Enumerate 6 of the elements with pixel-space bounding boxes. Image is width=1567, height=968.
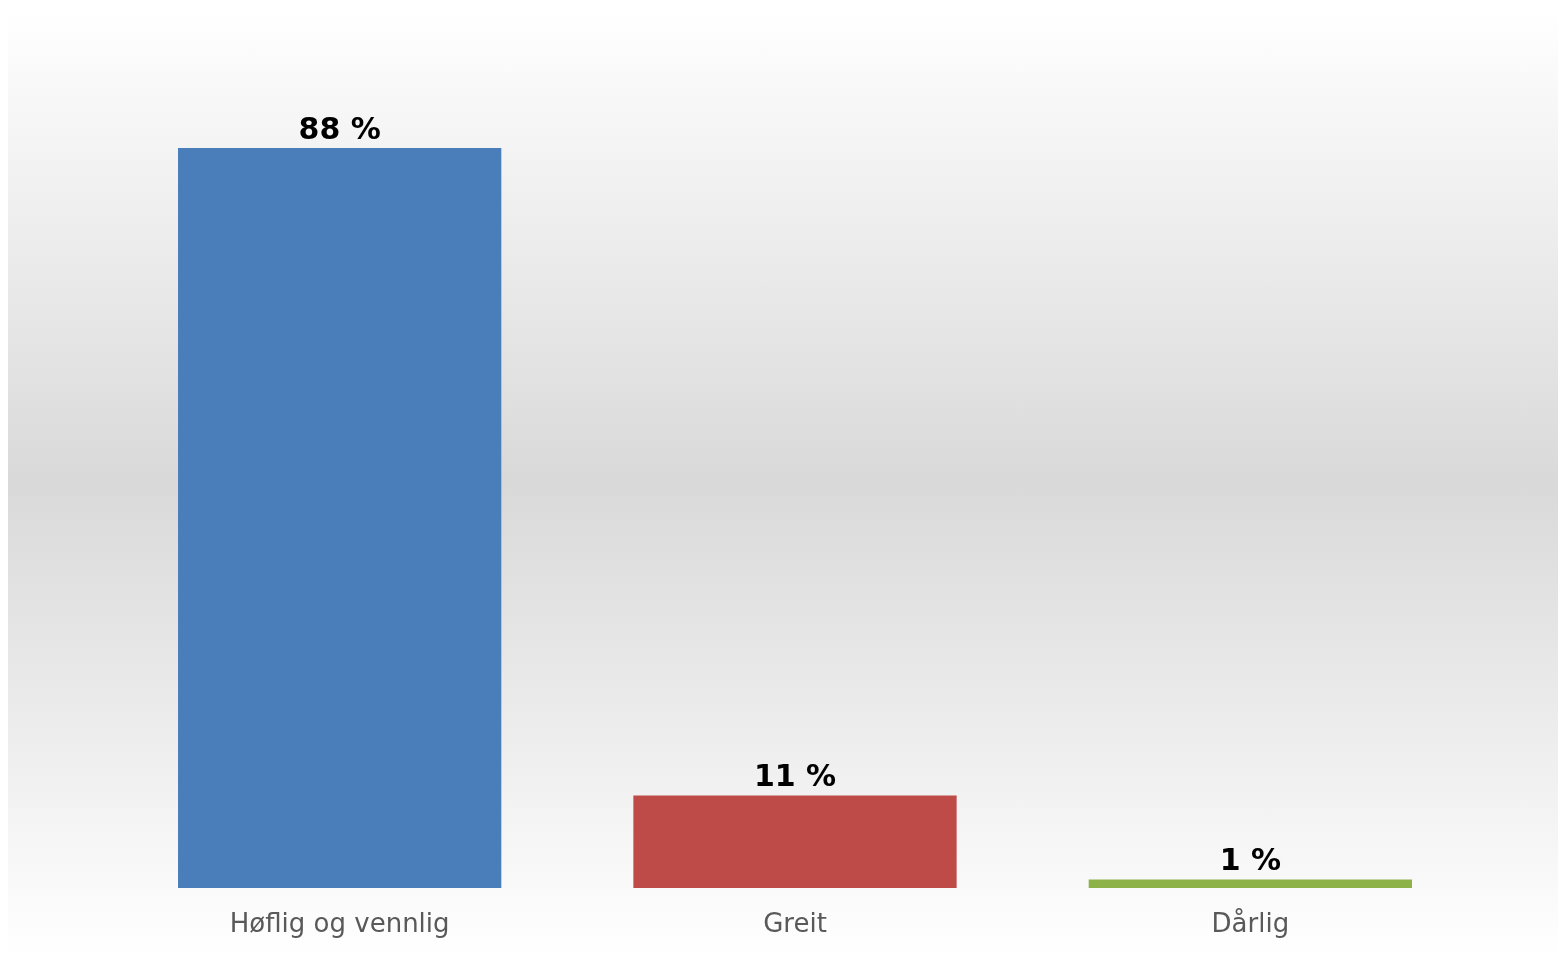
data-label: 11 % bbox=[753, 758, 837, 793]
data-label: 1 % bbox=[1219, 842, 1282, 878]
x-tick-label: Dårlig bbox=[1211, 908, 1290, 938]
data-label: 88 % bbox=[298, 110, 381, 146]
x-tick-label: Greit bbox=[763, 908, 827, 938]
x-tick-label: Høflig og vennlig bbox=[229, 908, 450, 938]
